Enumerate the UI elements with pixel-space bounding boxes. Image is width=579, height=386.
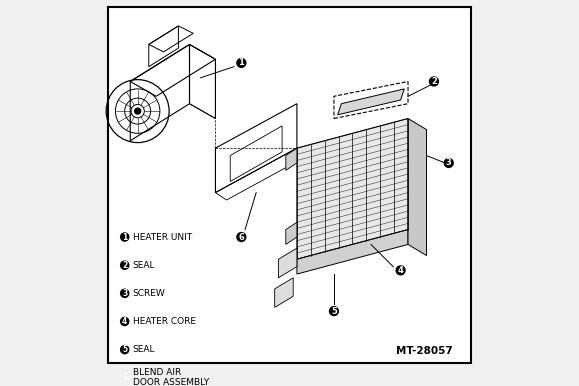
- Circle shape: [237, 59, 246, 68]
- Circle shape: [120, 233, 129, 241]
- Text: 3: 3: [446, 159, 452, 168]
- Text: 4: 4: [122, 317, 127, 326]
- Text: 2: 2: [122, 261, 127, 270]
- Polygon shape: [274, 278, 293, 307]
- Text: SCREW: SCREW: [133, 289, 166, 298]
- Circle shape: [120, 289, 129, 297]
- Text: BLEND AIR
DOOR ASSEMBLY: BLEND AIR DOOR ASSEMBLY: [133, 368, 209, 386]
- Circle shape: [396, 266, 405, 275]
- Circle shape: [120, 261, 129, 269]
- Polygon shape: [286, 148, 297, 170]
- Polygon shape: [278, 248, 297, 278]
- Circle shape: [444, 159, 453, 168]
- Text: 3: 3: [122, 289, 127, 298]
- Text: HEATER CORE: HEATER CORE: [133, 317, 196, 326]
- Circle shape: [237, 233, 246, 242]
- Polygon shape: [408, 119, 427, 256]
- Polygon shape: [297, 230, 408, 274]
- Text: 6: 6: [239, 232, 244, 242]
- Text: 1: 1: [239, 58, 244, 68]
- Circle shape: [329, 306, 338, 315]
- Text: SEAL: SEAL: [133, 261, 155, 270]
- Text: MT-28057: MT-28057: [395, 345, 452, 356]
- Text: HEATER UNIT: HEATER UNIT: [133, 232, 192, 242]
- Circle shape: [120, 317, 129, 325]
- Circle shape: [120, 345, 129, 354]
- Polygon shape: [297, 119, 408, 259]
- Circle shape: [120, 374, 129, 382]
- Circle shape: [135, 108, 141, 114]
- Polygon shape: [286, 222, 297, 244]
- Text: 6: 6: [122, 373, 127, 382]
- Text: SEAL: SEAL: [133, 345, 155, 354]
- Circle shape: [430, 77, 438, 86]
- Text: 5: 5: [122, 345, 127, 354]
- Text: 4: 4: [398, 266, 404, 275]
- Text: 1: 1: [122, 232, 127, 242]
- Text: 5: 5: [331, 306, 337, 316]
- Polygon shape: [338, 89, 404, 115]
- Text: 2: 2: [431, 77, 437, 86]
